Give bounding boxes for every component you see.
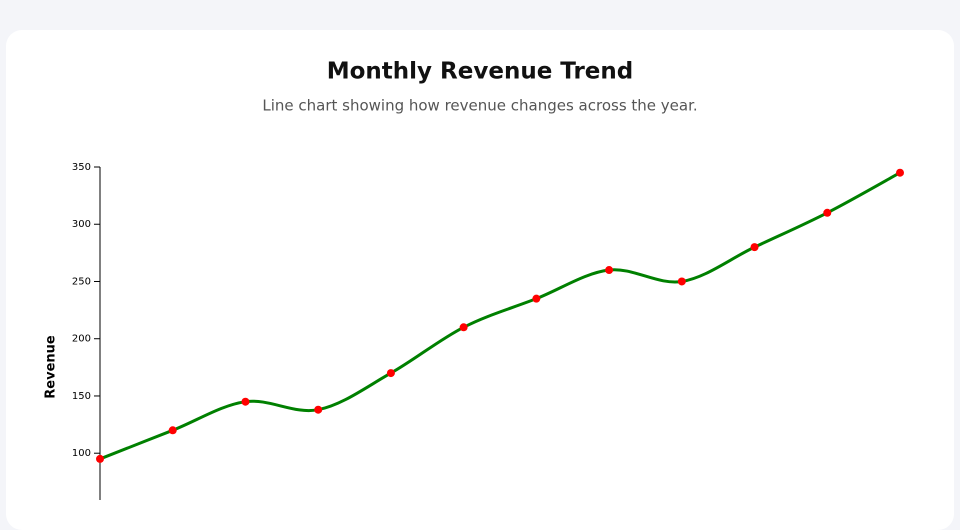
point xyxy=(241,397,250,406)
y-tick-label: 300 xyxy=(72,219,91,230)
y-tick-label: 200 xyxy=(72,334,91,345)
card xyxy=(6,30,954,530)
point xyxy=(459,323,468,332)
point xyxy=(168,426,177,435)
y-axis-label: Revenue xyxy=(44,335,59,399)
y-tick-label: 100 xyxy=(72,448,91,459)
chart-subtitle: Line chart showing how revenue changes a… xyxy=(262,97,697,115)
point xyxy=(314,405,323,414)
point xyxy=(823,208,832,217)
page: Monthly Revenue Trend Line chart showing… xyxy=(6,30,954,530)
point xyxy=(532,294,541,303)
line xyxy=(99,171,901,461)
point xyxy=(386,369,395,378)
y-tick-label: 150 xyxy=(72,391,91,402)
point xyxy=(750,243,759,252)
chart-title: Monthly Revenue Trend xyxy=(327,59,634,85)
point xyxy=(605,266,614,275)
point xyxy=(896,168,904,177)
y-tick-label: 250 xyxy=(72,276,91,287)
chart: Monthly Revenue Trend Line chart showing… xyxy=(44,59,904,500)
point xyxy=(96,454,104,463)
point xyxy=(677,277,686,286)
y-tick-label: 350 xyxy=(72,162,91,173)
